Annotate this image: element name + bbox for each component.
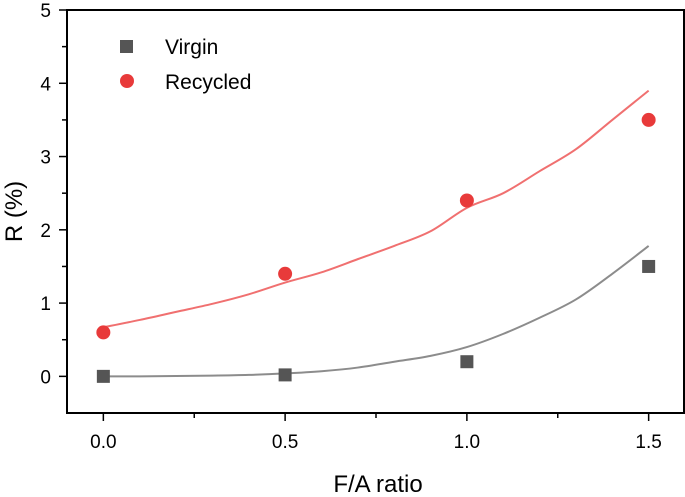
legend-marker-virgin: [120, 40, 133, 53]
y-tick-label: 4: [40, 74, 51, 95]
legend: Virgin Recycled: [120, 36, 251, 94]
point-virgin: [96, 369, 110, 383]
y-axis-title: R (%): [1, 181, 28, 242]
y-tick-label: 2: [40, 221, 51, 242]
data-points: [96, 112, 656, 383]
point-virgin: [642, 259, 656, 273]
y-tick-label: 1: [40, 294, 51, 315]
legend-label-virgin: Virgin: [165, 36, 218, 59]
point-recycled: [96, 325, 111, 340]
x-tick-label: 0.0: [90, 432, 116, 453]
tick-labels: 0.0 0.5 1.0 1.5 0 1 2 3 4 5: [40, 1, 661, 453]
plot-frame: [66, 9, 685, 414]
point-virgin: [460, 355, 474, 369]
x-tick-label: 1.0: [454, 432, 480, 453]
fit-line-recycled: [103, 89, 650, 329]
point-virgin: [278, 368, 292, 382]
y-tick-label: 3: [40, 148, 51, 169]
axis-ticks: [59, 9, 650, 421]
y-tick-label: 0: [40, 367, 51, 388]
x-axis-title: F/A ratio: [333, 471, 422, 497]
point-recycled: [641, 112, 656, 127]
point-recycled: [459, 193, 474, 208]
x-tick-label: 1.5: [635, 432, 661, 453]
point-recycled: [278, 266, 293, 281]
fit-lines: [103, 89, 650, 378]
legend-marker-recycled: [120, 74, 134, 88]
legend-label-recycled: Recycled: [165, 71, 251, 94]
y-tick-label: 5: [40, 1, 51, 22]
fit-line-virgin: [103, 245, 650, 378]
x-tick-label: 0.5: [272, 432, 298, 453]
